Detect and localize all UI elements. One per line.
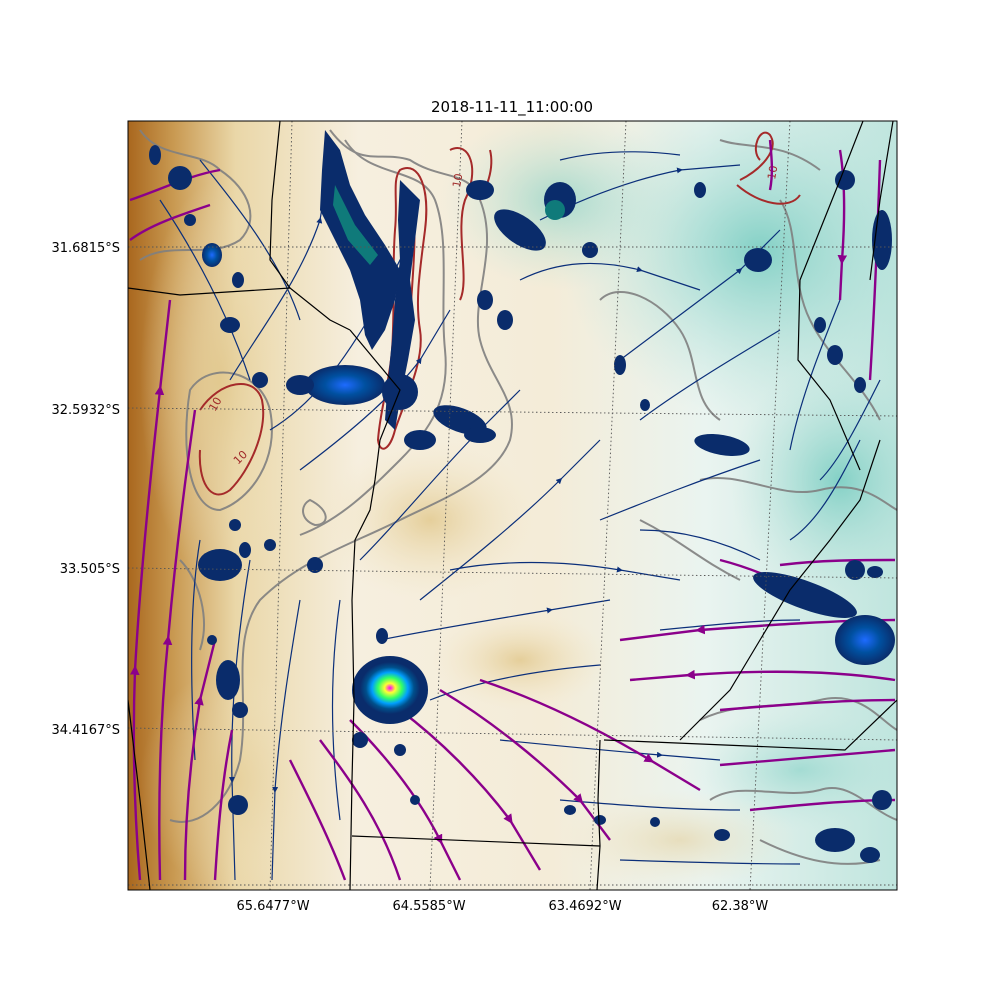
- lon-tick-label: 64.5585°W: [392, 899, 465, 914]
- lon-tick-label: 62.38°W: [712, 899, 769, 914]
- sand-region-se: [560, 790, 800, 890]
- reflectivity-cells: [149, 130, 895, 863]
- graticule: [128, 121, 897, 890]
- lon-tick-label: 65.6477°W: [236, 899, 309, 914]
- lat-tick-label: 34.4167°S: [51, 723, 120, 738]
- map-frame: [127, 120, 898, 891]
- lat-tick-label: 32.5932°S: [51, 403, 120, 418]
- lat-tick-label: 31.6815°S: [51, 241, 120, 256]
- map-area: 10 10 10 10 10: [128, 121, 897, 890]
- sand-region-west: [140, 180, 300, 580]
- lat-tick-label: 33.505°S: [60, 562, 120, 577]
- province-borders: [128, 121, 897, 890]
- sand-region-sw: [140, 670, 320, 890]
- lon-tick-label: 63.4692°W: [548, 899, 621, 914]
- map-title: 2018-11-11_11:00:00: [431, 98, 593, 117]
- teal-region-e: [730, 360, 897, 600]
- contour-label: 10: [450, 172, 465, 188]
